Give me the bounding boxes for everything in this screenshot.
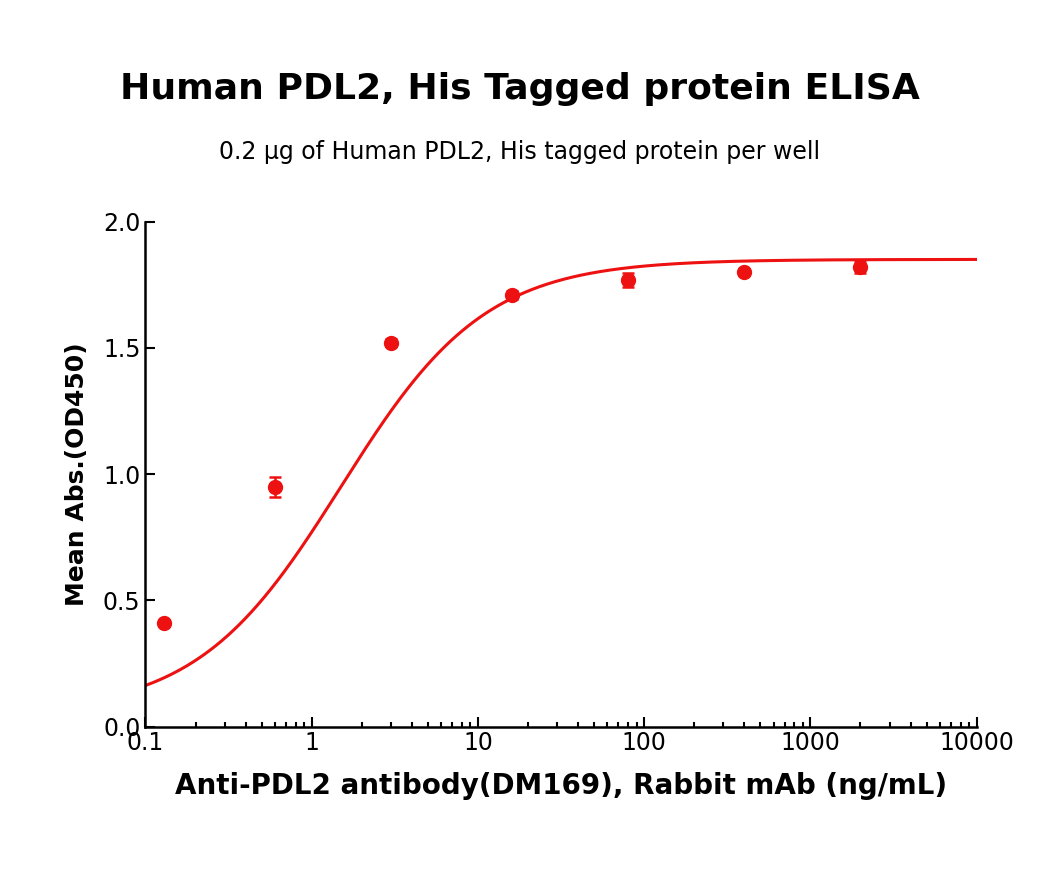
Text: Human PDL2, His Tagged protein ELISA: Human PDL2, His Tagged protein ELISA <box>119 73 920 106</box>
X-axis label: Anti-PDL2 antibody(DM169), Rabbit mAb (ng/mL): Anti-PDL2 antibody(DM169), Rabbit mAb (n… <box>175 772 948 800</box>
Y-axis label: Mean Abs.(OD450): Mean Abs.(OD450) <box>65 342 89 606</box>
Text: 0.2 μg of Human PDL2, His tagged protein per well: 0.2 μg of Human PDL2, His tagged protein… <box>219 140 820 164</box>
